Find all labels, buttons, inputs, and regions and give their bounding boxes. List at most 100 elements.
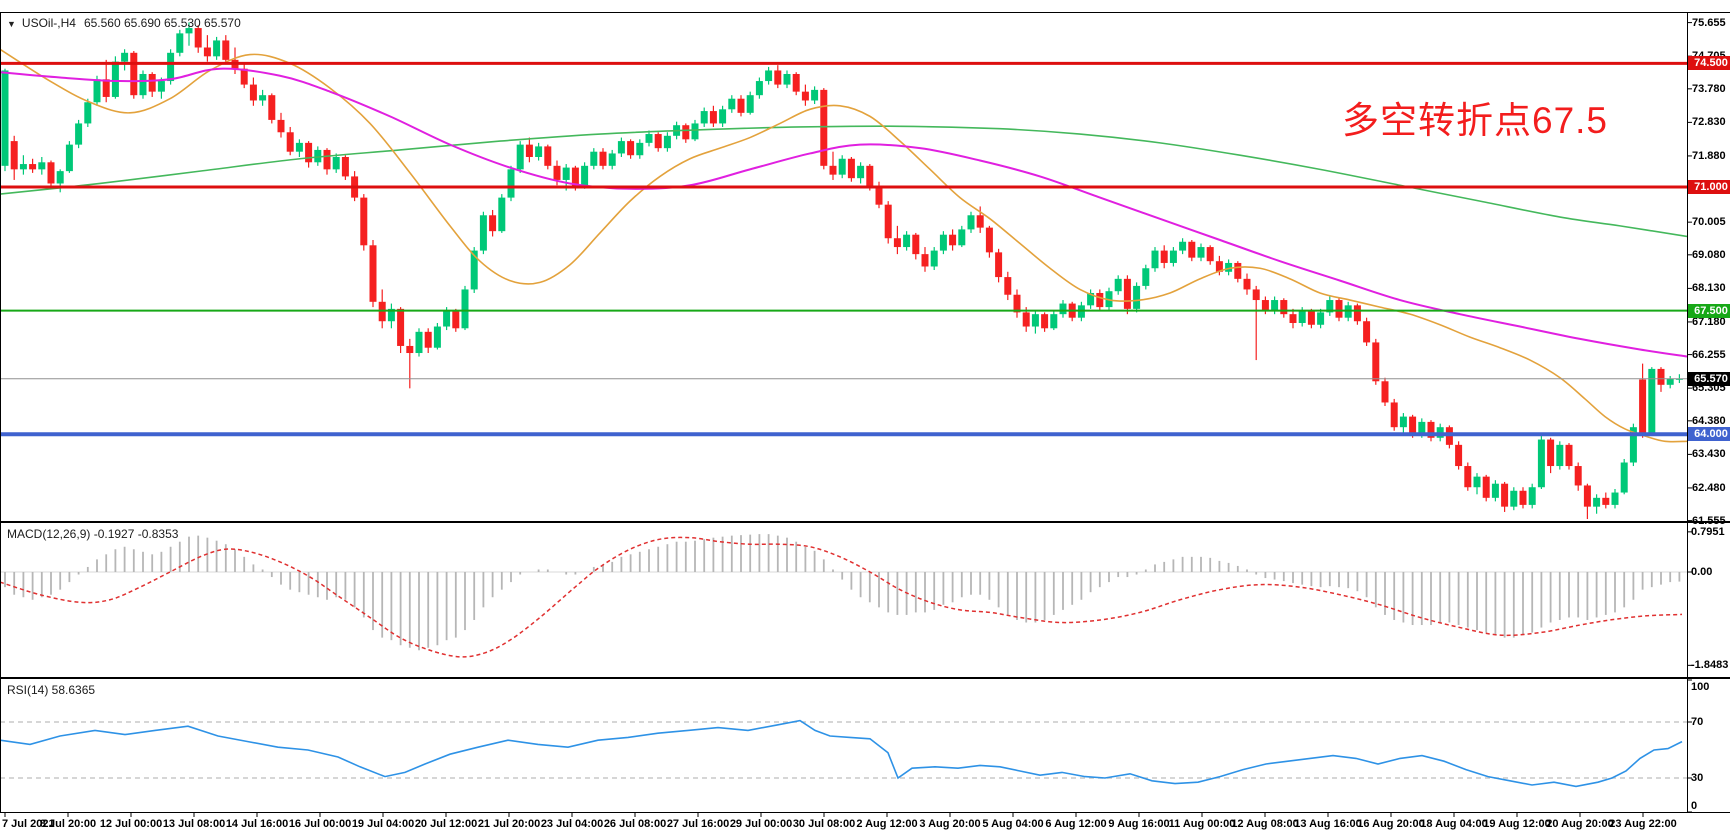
candle-body bbox=[958, 229, 966, 246]
candle-body bbox=[360, 197, 368, 246]
candle-body bbox=[1050, 314, 1058, 329]
rsi-pane[interactable] bbox=[0, 719, 1687, 788]
candle-body bbox=[627, 141, 635, 156]
time-tick-label: 16 Aug 20:00 bbox=[1357, 818, 1425, 830]
candle-body bbox=[1537, 439, 1545, 488]
candle-body bbox=[1639, 379, 1647, 435]
candle-body bbox=[323, 149, 331, 170]
candle-body bbox=[19, 164, 27, 170]
candle-body bbox=[1234, 262, 1242, 279]
candle-body bbox=[1059, 303, 1067, 315]
candle-body bbox=[599, 151, 607, 166]
time-tick-label: 6 Aug 12:00 bbox=[1045, 818, 1107, 830]
ohlc-readout: 65.560 65.690 65.530 65.570 bbox=[83, 16, 241, 30]
price-tick-label: 67.180 bbox=[1692, 315, 1726, 328]
candle-body bbox=[1409, 416, 1417, 435]
candle-body bbox=[792, 73, 800, 92]
candle-body bbox=[949, 234, 957, 246]
candle-body bbox=[893, 238, 901, 248]
ma-slow-green-line bbox=[0, 125, 1687, 238]
indicator-tick-label: 70 bbox=[1691, 716, 1704, 728]
candle-body bbox=[1473, 476, 1481, 488]
time-tick-label: 26 Jul 08:00 bbox=[603, 818, 667, 830]
price-pane[interactable] bbox=[0, 22, 1687, 520]
candle-body bbox=[397, 308, 405, 346]
candle-body bbox=[581, 165, 589, 188]
time-tick-label: 23 Aug 22:00 bbox=[1609, 818, 1677, 830]
time-tick-label: 20 Aug 20:00 bbox=[1546, 818, 1614, 830]
candle-body bbox=[1160, 250, 1168, 263]
time-tick-label: 5 Aug 04:00 bbox=[982, 818, 1044, 830]
candle-body bbox=[1583, 485, 1591, 507]
text-annotation[interactable]: 多空转折点67.5 bbox=[1342, 100, 1609, 141]
candle-body bbox=[912, 234, 920, 255]
price-level-badge: 71.000 bbox=[1688, 180, 1730, 194]
candle-body bbox=[1666, 378, 1674, 385]
time-tick-label: 14 Jul 16:00 bbox=[225, 818, 289, 830]
candle-body bbox=[1464, 466, 1472, 488]
time-tick-label: 27 Jul 16:00 bbox=[666, 818, 730, 830]
candle-body bbox=[1243, 278, 1251, 290]
candle-body bbox=[84, 102, 92, 124]
candle-body bbox=[1372, 342, 1380, 382]
indicator-tick-label: -1.8483 bbox=[1691, 659, 1729, 672]
candle-body bbox=[433, 326, 441, 348]
price-tick-label: 66.255 bbox=[1692, 348, 1726, 361]
candle-body bbox=[38, 162, 46, 170]
candle-body bbox=[562, 167, 570, 180]
candle-body bbox=[111, 61, 119, 97]
time-tick-label: 7 Jul 2021 bbox=[2, 818, 55, 830]
candle-body bbox=[1353, 305, 1361, 322]
candle-body bbox=[1326, 300, 1334, 313]
candle-body bbox=[121, 52, 129, 62]
candle-body bbox=[1390, 402, 1398, 428]
macd-signal-line bbox=[0, 536, 1683, 658]
candle-body bbox=[553, 165, 561, 180]
candle-body bbox=[443, 310, 451, 327]
candle-body bbox=[930, 250, 938, 267]
price-tick-label: 72.830 bbox=[1692, 116, 1726, 129]
ma-mid-magenta-line bbox=[0, 67, 1687, 358]
candle-body bbox=[1031, 314, 1039, 327]
candle-body bbox=[185, 28, 193, 34]
time-tick-label: 16 Jul 00:00 bbox=[288, 818, 352, 830]
candle-body bbox=[93, 79, 101, 103]
time-tick-label: 20 Jul 12:00 bbox=[414, 818, 478, 830]
candle-body bbox=[1307, 310, 1315, 325]
candle-body bbox=[1510, 490, 1518, 507]
candle-body bbox=[1611, 492, 1619, 505]
candle-body bbox=[1197, 247, 1205, 258]
candle-body bbox=[866, 165, 874, 188]
candle-body bbox=[1648, 368, 1656, 435]
candle-body bbox=[461, 289, 469, 329]
price-level-badge: 65.570 bbox=[1688, 371, 1730, 386]
candle-body bbox=[700, 111, 708, 124]
candle-body bbox=[286, 132, 294, 152]
candle-body bbox=[1317, 312, 1325, 325]
candle-body bbox=[903, 234, 911, 248]
candle-body bbox=[148, 73, 156, 92]
collapse-indicator-icon: ▼ bbox=[7, 19, 16, 29]
candle-body bbox=[535, 146, 543, 157]
candle-body bbox=[719, 109, 727, 124]
candle-body bbox=[884, 204, 892, 239]
candle-body bbox=[1252, 289, 1260, 301]
candle-body bbox=[654, 134, 662, 149]
candle-body bbox=[857, 165, 865, 179]
candle-body bbox=[507, 169, 515, 198]
candle-body bbox=[691, 123, 699, 140]
candle-body bbox=[921, 254, 929, 267]
price-tick-label: 73.780 bbox=[1692, 82, 1726, 95]
time-tick-label: 3 Aug 20:00 bbox=[919, 818, 981, 830]
price-level-badge: 74.500 bbox=[1688, 56, 1730, 71]
candle-body bbox=[369, 245, 377, 302]
candle-body bbox=[516, 144, 524, 170]
macd-indicator-label: MACD(12,26,9) -0.1927 -0.8353 bbox=[7, 527, 179, 541]
candle-body bbox=[1261, 300, 1269, 311]
price-level-badge: 67.500 bbox=[1688, 303, 1730, 318]
candle-body bbox=[305, 142, 313, 163]
macd-pane[interactable] bbox=[0, 534, 1687, 658]
time-tick-label: 30 Jul 08:00 bbox=[792, 818, 856, 830]
candle-body bbox=[295, 142, 303, 152]
